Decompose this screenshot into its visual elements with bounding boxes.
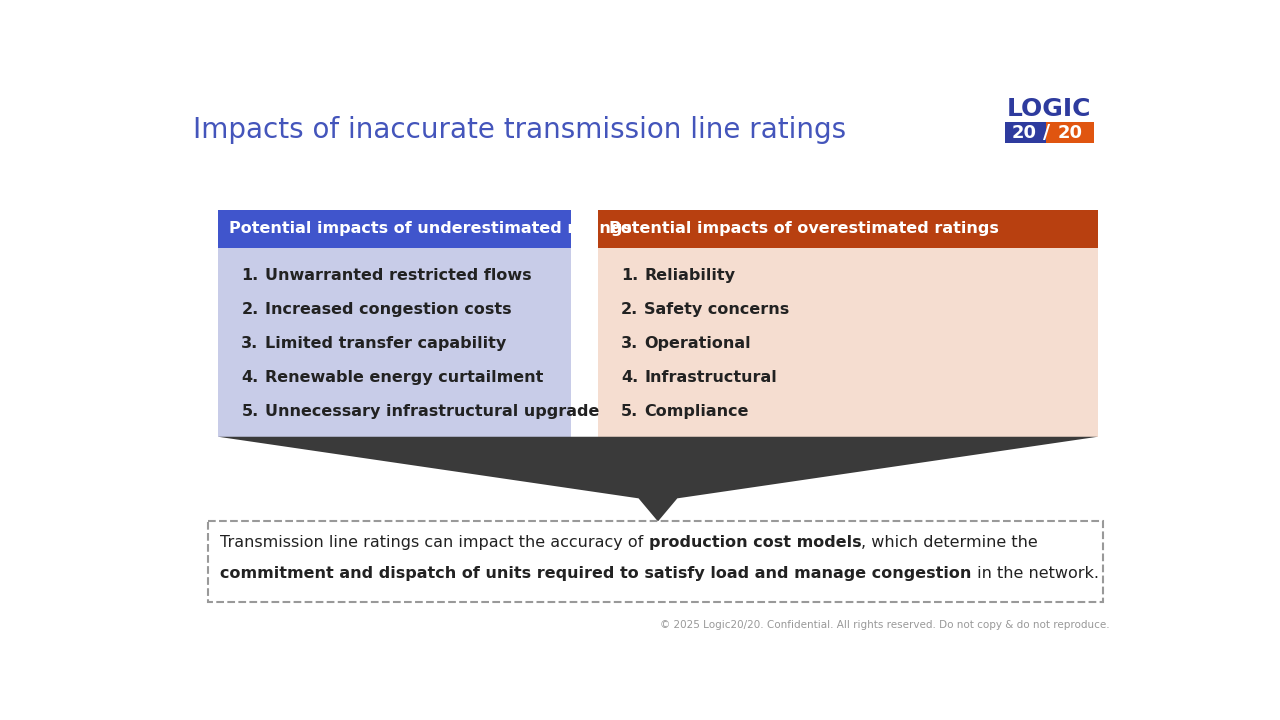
Text: 1.: 1. — [242, 268, 259, 283]
FancyBboxPatch shape — [598, 248, 1098, 437]
Text: Reliability: Reliability — [644, 268, 736, 283]
Text: commitment and dispatch of units required to satisfy load and manage congestion: commitment and dispatch of units require… — [220, 566, 972, 581]
Text: Increased congestion costs: Increased congestion costs — [265, 302, 511, 317]
Text: Potential impacts of overestimated ratings: Potential impacts of overestimated ratin… — [609, 221, 998, 236]
Text: 2.: 2. — [242, 302, 259, 317]
FancyBboxPatch shape — [1046, 122, 1094, 143]
Text: Compliance: Compliance — [644, 404, 749, 418]
Text: 4.: 4. — [621, 370, 639, 384]
Text: 4.: 4. — [242, 370, 259, 384]
Text: 20: 20 — [1012, 124, 1037, 142]
FancyBboxPatch shape — [218, 248, 571, 437]
Text: Safety concerns: Safety concerns — [644, 302, 790, 317]
Text: 5.: 5. — [242, 404, 259, 418]
Text: production cost models: production cost models — [649, 535, 861, 550]
Text: 3.: 3. — [621, 336, 639, 351]
Text: 3.: 3. — [242, 336, 259, 351]
Text: LOGIC: LOGIC — [1007, 96, 1092, 121]
Text: Transmission line ratings can impact the accuracy of: Transmission line ratings can impact the… — [220, 535, 649, 550]
Text: , which determine the: , which determine the — [861, 535, 1038, 550]
FancyBboxPatch shape — [598, 210, 1098, 248]
Text: /: / — [1043, 123, 1050, 142]
Polygon shape — [218, 437, 1098, 521]
Text: in the network.: in the network. — [972, 566, 1098, 581]
Text: 2.: 2. — [621, 302, 639, 317]
Text: Unwarranted restricted flows: Unwarranted restricted flows — [265, 268, 531, 283]
Text: Renewable energy curtailment: Renewable energy curtailment — [265, 370, 543, 384]
Text: 5.: 5. — [621, 404, 639, 418]
Text: Potential impacts of underestimated ratings: Potential impacts of underestimated rati… — [229, 221, 632, 236]
Text: Limited transfer capability: Limited transfer capability — [265, 336, 506, 351]
Text: 1.: 1. — [621, 268, 639, 283]
Text: 20: 20 — [1057, 124, 1083, 142]
FancyBboxPatch shape — [209, 521, 1103, 603]
Text: Infrastructural: Infrastructural — [644, 370, 777, 384]
Text: Impacts of inaccurate transmission line ratings: Impacts of inaccurate transmission line … — [192, 116, 846, 144]
FancyBboxPatch shape — [1005, 122, 1046, 143]
Text: Unnecessary infrastructural upgrade: Unnecessary infrastructural upgrade — [265, 404, 599, 418]
Text: Operational: Operational — [644, 336, 751, 351]
FancyBboxPatch shape — [218, 210, 571, 248]
Text: © 2025 Logic20/20. Confidential. All rights reserved. Do not copy & do not repro: © 2025 Logic20/20. Confidential. All rig… — [659, 620, 1110, 630]
